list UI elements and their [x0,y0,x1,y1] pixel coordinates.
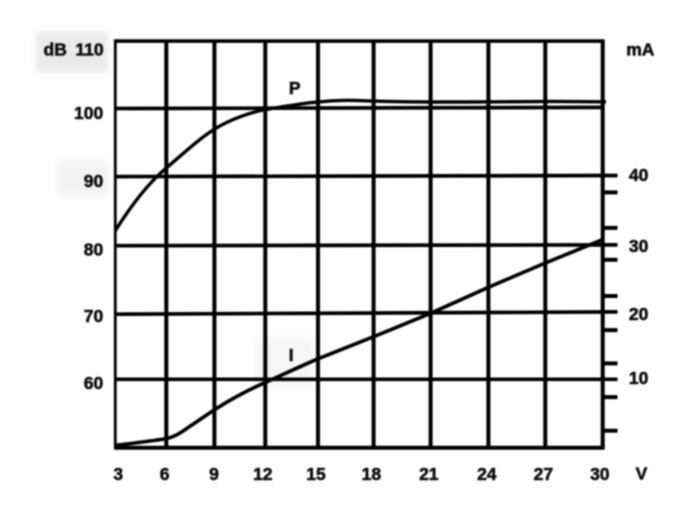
svg-text:V: V [636,463,648,483]
svg-text:40: 40 [629,165,649,185]
svg-text:10: 10 [629,368,649,388]
svg-text:12: 12 [253,464,273,484]
svg-text:P: P [289,78,301,98]
svg-text:I: I [289,345,294,365]
svg-text:3: 3 [113,464,123,484]
svg-text:mA: mA [626,39,655,59]
svg-text:15: 15 [306,464,326,484]
svg-text:70: 70 [84,306,104,326]
svg-text:60: 60 [84,373,104,393]
svg-text:6: 6 [160,464,170,484]
svg-text:27: 27 [534,464,553,484]
svg-text:20: 20 [629,304,649,324]
svg-text:100: 100 [74,103,103,123]
svg-text:80: 80 [84,240,104,260]
svg-text:21: 21 [419,464,439,484]
svg-text:110: 110 [75,39,103,59]
svg-text:9: 9 [209,464,219,484]
svg-text:30: 30 [590,464,610,484]
svg-text:dB: dB [44,39,67,59]
svg-text:18: 18 [362,464,382,484]
svg-text:90: 90 [84,171,104,191]
svg-text:30: 30 [629,236,649,256]
svg-text:24: 24 [477,464,497,484]
